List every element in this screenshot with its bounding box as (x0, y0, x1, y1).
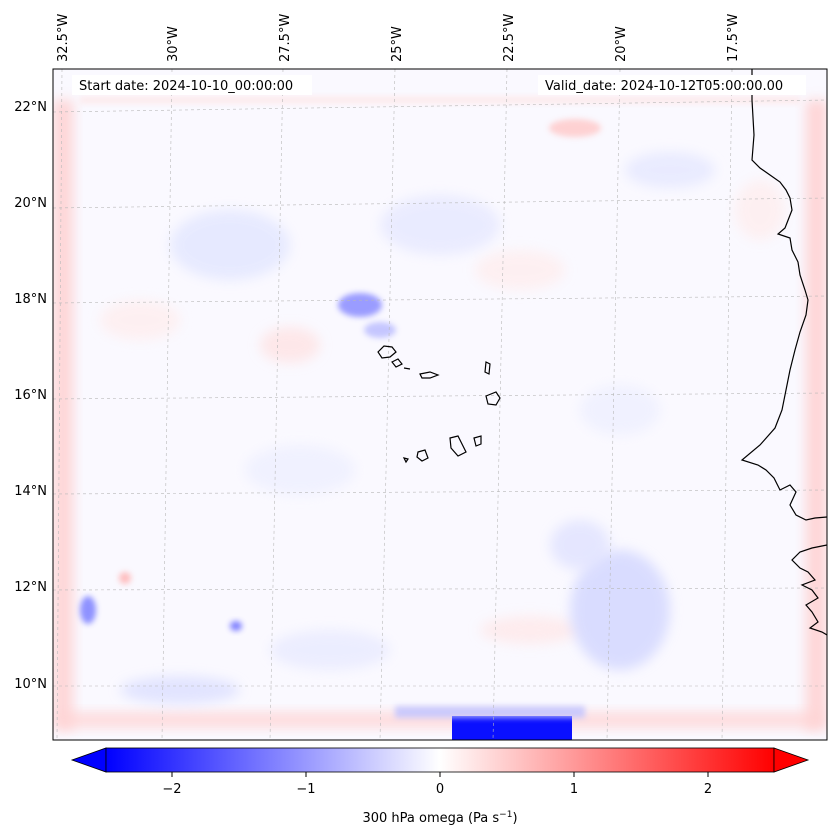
island-brava (402, 457, 409, 464)
lon-label: 17.5°W (726, 14, 741, 62)
lon-label: 22.5°W (502, 14, 517, 62)
island-sao-vicente (391, 358, 403, 368)
omega-pos-patch (549, 119, 601, 137)
lon-label: 32.5°W (56, 14, 71, 62)
omega-left-band (53, 100, 73, 730)
island-fogo (416, 449, 429, 462)
omega-pos-patch (475, 250, 565, 290)
omega-neg-patch (80, 596, 96, 624)
colorbar-extend-low (70, 747, 107, 773)
omega-neg-patch (580, 385, 660, 435)
omega-neg-patch (364, 322, 396, 338)
omega-neg-patch (170, 210, 290, 280)
colorbar: −2 −1 0 1 2 300 hPa omega (Pa s−1) (70, 747, 810, 826)
omega-right-band (806, 100, 827, 730)
omega-neg-patch (270, 630, 390, 670)
island-boa-vista (485, 391, 501, 406)
lon-label: 25°W (390, 26, 405, 62)
omega-neg-patch (338, 293, 382, 317)
island-santo-antao (377, 345, 397, 359)
lat-label: 18°N (14, 292, 47, 307)
omega-pos-patch (100, 300, 180, 340)
omega-neg-strong (452, 716, 572, 740)
colorbar-label: 300 hPa omega (Pa s−1) (362, 810, 517, 826)
omega-pos-patch (735, 180, 785, 240)
colorbar-body (105, 747, 775, 773)
colorbar-label-main: 300 hPa omega (Pa s (362, 811, 499, 826)
coast-africa (740, 69, 827, 521)
island-santiago (449, 435, 467, 457)
colorbar-tick-label: −1 (296, 782, 315, 797)
valid-date-text: Valid_date: 2024-10-12T05:00:00.00 (545, 79, 783, 94)
start-date-text: Start date: 2024-10-10_00:00:00 (79, 79, 293, 94)
longitude-labels: 32.5°W 30°W 27.5°W 25°W 22.5°W 20°W 17.5… (56, 14, 741, 62)
omega-pos-patch (119, 572, 131, 584)
colorbar-tick-label: 0 (436, 782, 444, 797)
omega-neg-patch (570, 550, 670, 670)
colorbar-tick-label: −2 (162, 782, 181, 797)
start-date-annotation: Start date: 2024-10-10_00:00:00 (72, 75, 312, 95)
latitude-labels: 22°N 20°N 18°N 16°N 14°N 12°N 10°N (14, 100, 47, 692)
lat-label: 16°N (14, 388, 47, 403)
colorbar-tick-label: 2 (704, 782, 712, 797)
colorbar-ticks (171, 772, 709, 777)
coastlines (377, 69, 827, 636)
colorbar-extend-high (773, 747, 810, 773)
island-santa-luzia (403, 367, 411, 370)
omega-top-band (80, 96, 800, 104)
omega-field (53, 96, 827, 740)
omega-pos-patch (260, 327, 320, 363)
island-sal (484, 361, 491, 375)
omega-neg-patch (380, 195, 500, 255)
lat-label: 20°N (14, 196, 47, 211)
omega-neg-patch (245, 445, 355, 495)
valid-date-annotation: Valid_date: 2024-10-12T05:00:00.00 (538, 75, 806, 95)
map-frame (52, 68, 828, 741)
lon-label: 30°W (166, 26, 181, 62)
map-panel (53, 69, 827, 740)
lon-label: 20°W (614, 26, 629, 62)
omega-pos-patch (480, 616, 580, 644)
lat-label: 14°N (14, 484, 47, 499)
omega-neg-patch (120, 676, 240, 704)
colorbar-tick-label: 1 (570, 782, 578, 797)
omega-neg-patch (230, 621, 242, 631)
island-maio (473, 435, 482, 447)
omega-bottom-band (60, 712, 820, 728)
lat-label: 12°N (14, 580, 47, 595)
colorbar-label-close: ) (512, 811, 517, 826)
omega-neg-patch (550, 520, 610, 570)
colorbar-label-sup: −1 (499, 810, 512, 820)
coast-africa-south (791, 544, 827, 636)
lat-label: 10°N (14, 677, 47, 692)
omega-neg-halo (395, 706, 585, 718)
lon-label: 27.5°W (278, 14, 293, 62)
omega-neg-patch (625, 152, 715, 188)
lat-label: 22°N (14, 100, 47, 115)
graticule (53, 69, 827, 740)
island-sao-nicolau (419, 371, 440, 379)
